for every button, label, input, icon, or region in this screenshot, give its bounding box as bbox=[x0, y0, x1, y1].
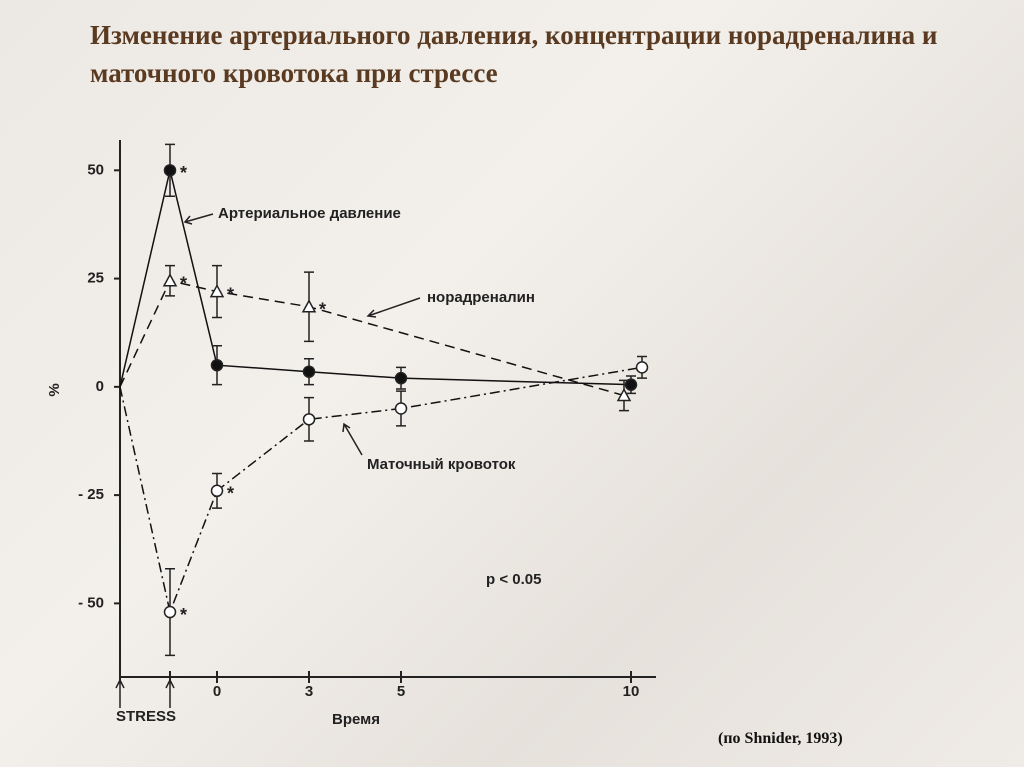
point bbox=[163, 605, 177, 619]
label-arrow bbox=[342, 422, 363, 456]
slide-title: Изменение артериального давления, концен… bbox=[90, 20, 938, 88]
series-label: Артериальное давление bbox=[218, 205, 401, 222]
series-line bbox=[119, 279, 625, 397]
point bbox=[302, 365, 316, 378]
point bbox=[162, 273, 178, 287]
significance-mark: * bbox=[180, 273, 187, 293]
y-tick-label: 50 bbox=[87, 161, 104, 178]
point bbox=[209, 284, 225, 298]
point bbox=[210, 484, 224, 498]
significance-mark: * bbox=[227, 284, 234, 304]
source-note: (по Shnider, 1993) bbox=[718, 730, 843, 747]
significance-note: p < 0.05 bbox=[486, 571, 541, 588]
point bbox=[616, 387, 632, 402]
label-arrow bbox=[366, 297, 421, 318]
y-tick-label: - 50 bbox=[78, 594, 104, 611]
y-tick-label: 25 bbox=[87, 270, 104, 287]
series-label: норадреналин bbox=[427, 289, 535, 306]
point bbox=[624, 378, 638, 391]
point bbox=[302, 413, 316, 426]
significance-mark: * bbox=[180, 163, 187, 183]
point bbox=[210, 358, 224, 372]
x-tick-label: 0 bbox=[213, 683, 221, 700]
significance-mark: * bbox=[319, 299, 326, 319]
x-tick-label: 3 bbox=[305, 683, 313, 700]
point bbox=[635, 361, 649, 374]
point bbox=[394, 371, 408, 385]
stress-arrows bbox=[115, 678, 175, 708]
y-tick-label: - 25 bbox=[78, 486, 104, 503]
stress-label: STRESS bbox=[116, 708, 176, 725]
x-tick-label: 5 bbox=[397, 683, 405, 700]
x-axis-label: Время bbox=[332, 711, 380, 728]
series-label: Маточный кровоток bbox=[367, 456, 516, 473]
point bbox=[394, 402, 408, 415]
label-arrow bbox=[183, 213, 214, 225]
y-axis-label: % bbox=[46, 383, 63, 396]
y-tick-label: 0 bbox=[96, 378, 104, 395]
series-line bbox=[119, 170, 632, 388]
point bbox=[301, 299, 317, 313]
x-tick-label: 10 bbox=[623, 683, 640, 700]
significance-mark: * bbox=[227, 484, 234, 504]
significance-mark: * bbox=[180, 605, 187, 625]
series-line bbox=[119, 366, 643, 615]
point bbox=[163, 164, 177, 177]
